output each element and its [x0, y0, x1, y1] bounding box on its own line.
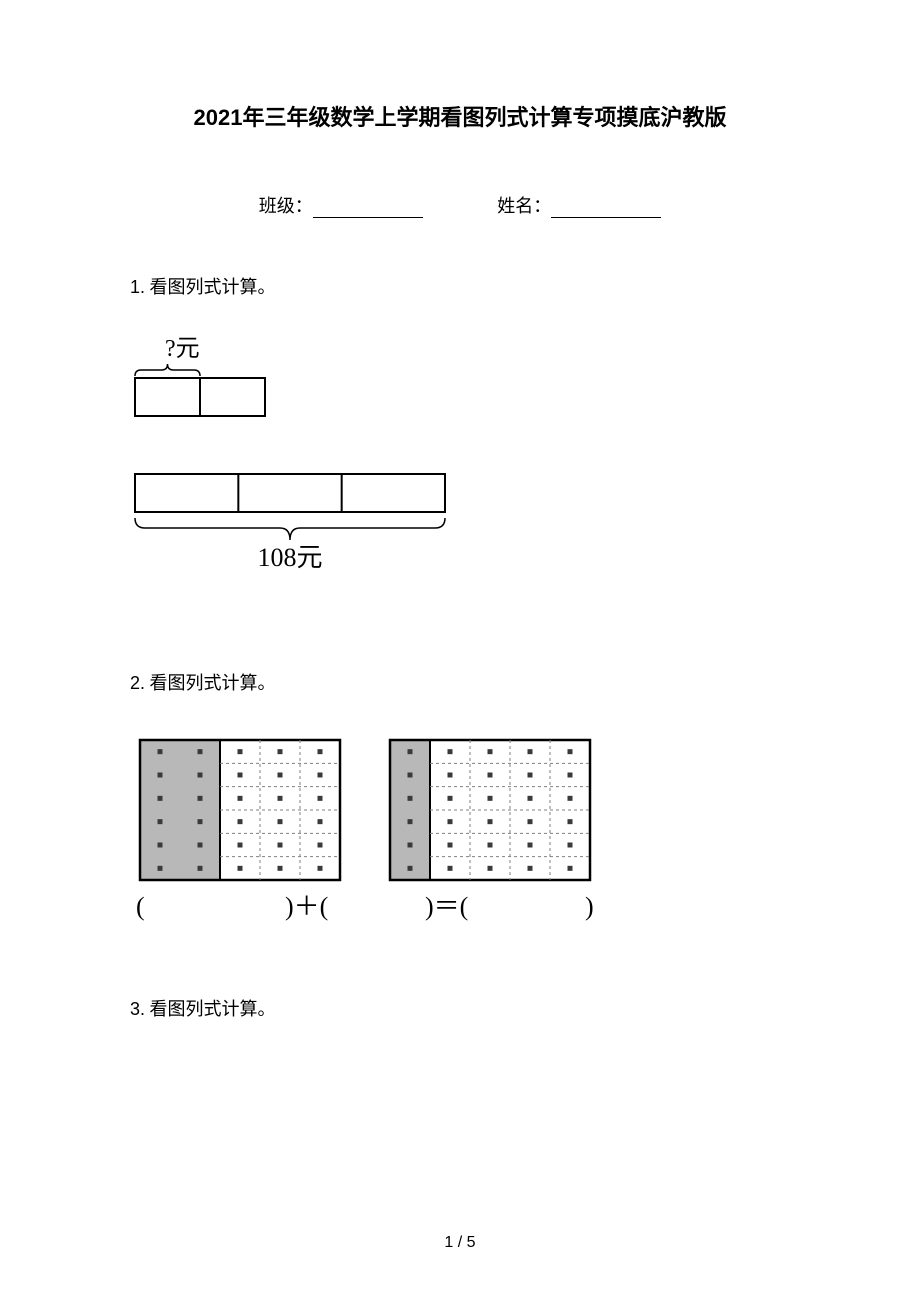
- diagram-2: ( )＋( )＝(): [130, 730, 790, 935]
- q2-text: 看图列式计算。: [150, 673, 276, 693]
- q1-text: 看图列式计算。: [150, 277, 276, 297]
- name-field: 姓名：: [497, 192, 661, 218]
- question-2: 2. 看图列式计算。: [130, 669, 790, 695]
- name-label: 姓名：: [497, 196, 551, 216]
- class-blank: [313, 217, 423, 218]
- q1-num: 1.: [130, 277, 145, 297]
- svg-text:)＋(: )＋(: [285, 892, 328, 921]
- page-title: 2021年三年级数学上学期看图列式计算专项摸底沪教版: [130, 100, 790, 132]
- diagram-2-svg: ( )＋( )＝(): [130, 730, 610, 930]
- page-number: 1 / 5: [0, 1234, 920, 1252]
- svg-text:(: (: [136, 892, 145, 921]
- q2-num: 2.: [130, 673, 145, 693]
- svg-text:)＝(: )＝(: [425, 892, 468, 921]
- diagram-1: ?元 108元: [130, 334, 790, 589]
- class-field: 班级：: [259, 192, 423, 218]
- svg-text:108元: 108元: [257, 543, 322, 572]
- question-3: 3. 看图列式计算。: [130, 995, 790, 1021]
- diagram-1-svg: ?元 108元: [130, 334, 470, 584]
- svg-text:?元: ?元: [165, 336, 200, 362]
- question-1: 1. 看图列式计算。: [130, 273, 790, 299]
- q3-num: 3.: [130, 999, 145, 1019]
- name-blank: [551, 217, 661, 218]
- info-row: 班级： 姓名：: [130, 192, 790, 218]
- class-label: 班级：: [259, 196, 313, 216]
- svg-text:): ): [585, 892, 594, 921]
- q3-text: 看图列式计算。: [150, 999, 276, 1019]
